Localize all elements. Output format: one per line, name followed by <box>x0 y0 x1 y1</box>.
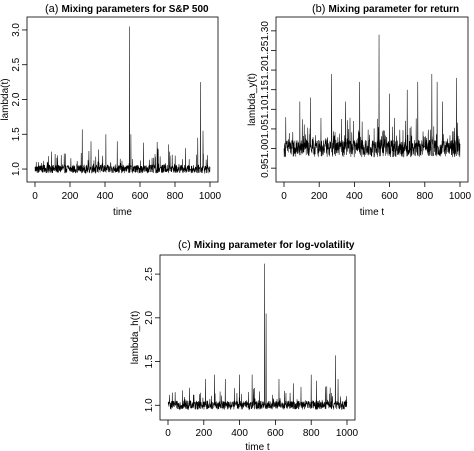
x-tick-label: 200 <box>62 191 79 202</box>
panel-b: (b) Mixing parameter for return 0 200 400 60… <box>247 3 472 218</box>
panel-title-text: Mixing parameter for log-volatility <box>194 240 355 251</box>
x-tick-label: 400 <box>231 428 248 439</box>
panel-title: (b) Mixing parameter for return <box>312 3 459 15</box>
x-tick-label: 0 <box>32 191 38 202</box>
panel-title-text: Mixing parameter for return <box>329 4 460 15</box>
y-tick-label: 1.5 <box>11 127 22 141</box>
y-tick-label: 2.5 <box>11 57 22 71</box>
x-axis-label: time t <box>360 207 385 218</box>
y-axis-label: lambda_y(t) <box>247 73 258 126</box>
panel-title: (a) Mixing parameters for S&P 500 <box>45 3 209 15</box>
plot-frame <box>26 16 219 183</box>
y-axis-label: lambda(t) <box>0 78 11 120</box>
y-tick-label: 1.0 <box>144 398 155 412</box>
panel-letter: (b) <box>312 3 329 15</box>
y-tick-label: 1.5 <box>144 354 155 368</box>
panel-title-text: Mixing parameters for S&P 500 <box>62 4 210 15</box>
series-line <box>167 263 348 411</box>
x-tick-label: 1000 <box>449 191 472 202</box>
y-tick-label: 1.00 <box>260 138 271 158</box>
x-tick-label: 1000 <box>199 191 222 202</box>
y-tick-label: 1.0 <box>11 162 22 176</box>
panel-letter: (a) <box>45 3 62 15</box>
x-tick-label: 200 <box>311 191 328 202</box>
x-tick-label: 400 <box>97 191 114 202</box>
y-tick-label: 0.95 <box>260 158 271 178</box>
x-tick-label: 600 <box>267 428 284 439</box>
x-axis-label: time <box>113 207 132 218</box>
y-tick-label: 1.15 <box>260 80 271 100</box>
x-tick-label: 200 <box>195 428 212 439</box>
y-tick-label: 1.05 <box>260 119 271 139</box>
x-tick-label: 800 <box>303 428 320 439</box>
x-tick-label: 800 <box>167 191 184 202</box>
y-axis-label: lambda_h(t) <box>130 311 141 364</box>
x-axis-label: time t <box>245 442 270 451</box>
y-tick-label: 2.5 <box>144 267 155 281</box>
panel-c: (c) Mixing parameter for log-volatility 0… <box>130 239 359 451</box>
panel-letter: (c) <box>178 239 194 251</box>
plot-frame <box>275 16 469 183</box>
x-tick-label: 600 <box>132 191 149 202</box>
x-tick-label: 400 <box>346 191 363 202</box>
y-tick-label: 3.0 <box>11 23 22 37</box>
x-tick-label: 1000 <box>336 428 359 439</box>
y-tick-label: 1.20 <box>260 60 271 80</box>
panel-a: (a) Mixing parameters for S&P 500 0 200 400… <box>0 3 222 218</box>
y-tick-label: 1.25 <box>260 40 271 60</box>
x-tick-label: 0 <box>281 191 287 202</box>
plot-frame <box>159 254 356 421</box>
series-line <box>283 34 461 158</box>
panel-title: (c) Mixing parameter for log-volatility <box>178 239 355 251</box>
x-tick-label: 0 <box>165 428 171 439</box>
y-tick-label: 2.0 <box>144 310 155 324</box>
series-line <box>34 26 211 175</box>
y-tick-label: 1.30 <box>260 21 271 41</box>
y-tick-label: 2.0 <box>11 92 22 106</box>
x-tick-label: 800 <box>416 191 433 202</box>
y-tick-label: 1.10 <box>260 99 271 119</box>
x-tick-label: 600 <box>381 191 398 202</box>
